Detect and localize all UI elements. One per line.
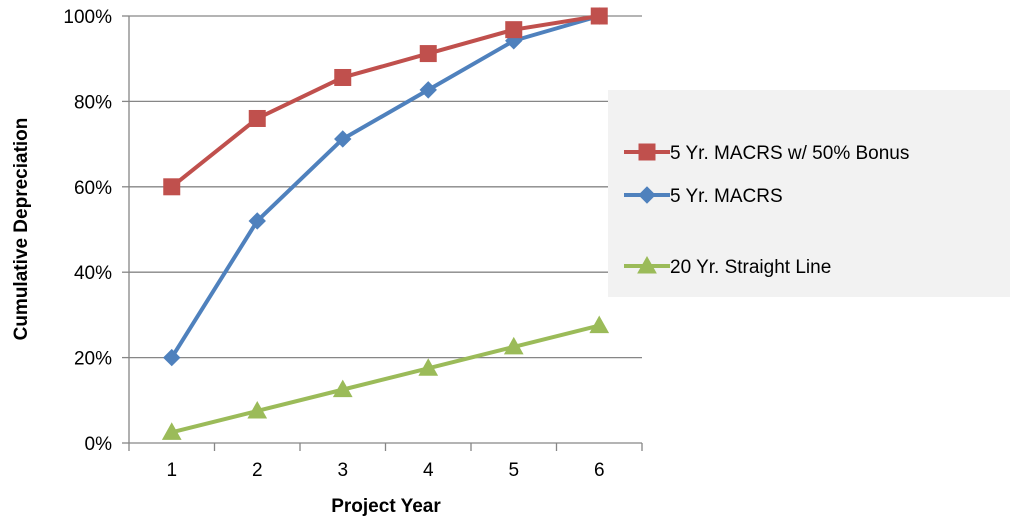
gridlines xyxy=(129,15,642,359)
data-point xyxy=(589,315,610,334)
y-tick-label: 0% xyxy=(85,434,113,455)
data-point xyxy=(163,178,181,196)
series-0 xyxy=(163,7,608,196)
legend-marker xyxy=(637,255,657,274)
series-line xyxy=(170,14,600,189)
y-tick-label: 20% xyxy=(74,349,112,370)
data-point xyxy=(334,68,352,86)
x-axis-title: Project Year xyxy=(331,496,441,517)
x-tick-label: 2 xyxy=(252,460,263,481)
legend-label: 5 Yr. MACRS w/ 50% Bonus xyxy=(670,143,909,164)
y-tick-label: 80% xyxy=(74,92,112,113)
data-point xyxy=(503,336,524,355)
y-tick-labels: 0% 20% 40% 60% 80% 100% xyxy=(63,7,112,455)
x-tick-label: 6 xyxy=(594,460,605,481)
y-tick-label: 60% xyxy=(74,178,112,199)
x-tick-labels: 1 2 3 4 5 6 xyxy=(166,460,604,481)
data-point xyxy=(332,379,353,398)
data-point xyxy=(418,358,439,376)
data-point xyxy=(334,130,352,148)
series-group xyxy=(161,7,610,440)
data-point xyxy=(419,81,437,99)
legend-item: 5 Yr. MACRS w/ 50% Bonus xyxy=(624,143,909,164)
legend-label: 5 Yr. MACRS xyxy=(670,186,783,207)
data-point xyxy=(248,212,266,230)
axes xyxy=(122,15,643,451)
legend-marker xyxy=(638,186,656,204)
legend: 5 Yr. MACRS w/ 50% Bonus 5 Yr. MACRS 20 Yr… xyxy=(608,90,1010,297)
x-tick-label: 5 xyxy=(508,460,519,481)
data-point xyxy=(248,109,266,127)
y-tick-label: 40% xyxy=(74,263,112,284)
legend-background xyxy=(608,90,1010,297)
y-tick-label: 100% xyxy=(63,7,112,28)
x-tick-label: 3 xyxy=(337,460,348,481)
x-tick-label: 4 xyxy=(423,460,434,481)
legend-item: 5 Yr. MACRS xyxy=(624,186,783,207)
data-point xyxy=(161,422,182,440)
y-axis-title: Cumulative Depreciation xyxy=(11,118,32,341)
data-point xyxy=(163,348,181,367)
series-line xyxy=(170,14,600,359)
legend-label: 20 Yr. Straight Line xyxy=(670,257,831,278)
x-tick-label: 1 xyxy=(166,460,177,481)
series-2 xyxy=(161,315,610,440)
series-line xyxy=(171,323,600,435)
data-point xyxy=(247,400,268,419)
data-point xyxy=(419,45,437,63)
data-point xyxy=(505,21,523,39)
legend-marker xyxy=(638,143,656,161)
data-point xyxy=(590,7,608,25)
legend-item: 20 Yr. Straight Line xyxy=(624,255,831,278)
